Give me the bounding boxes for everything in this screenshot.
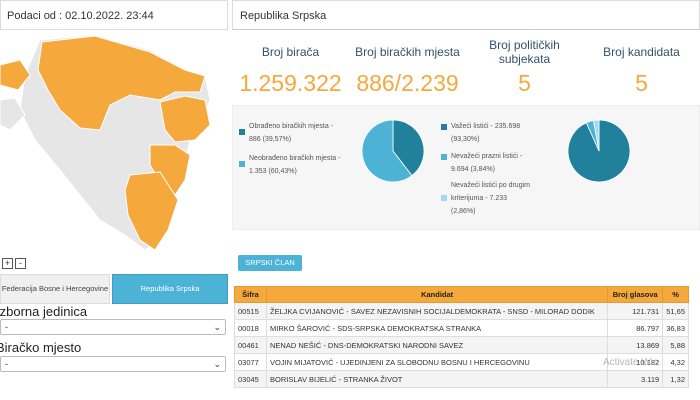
stat-political-subjects: Broj političkih subjekata 5 [466,36,583,97]
legend-unprocessed-line1: Neobrađeno biračkih mjesta - [249,155,341,162]
legend-processed: Obrađeno biračkih mjesta - 886 (39,57%) [249,122,333,144]
stat-polling-stations-label: Broj biračkih mjesta [355,45,460,59]
srpski-clan-button[interactable]: SRPSKI ČLAN [238,255,302,271]
region-header: Republika Srpska [232,0,700,30]
entity-tabs: Federacija Bosne i Hercegovine Republika… [0,274,228,304]
table-header-row: Šifra Kandidat Broj glasova % [234,286,689,303]
rs-region-north[interactable] [37,35,206,131]
rs-region-east-2[interactable] [149,144,191,196]
biracko-mjesto-label: Biračko mjesto [0,340,82,355]
cell-sifra: 03077 [234,353,267,371]
biracko-mjesto-select[interactable]: - ⌄ [0,356,226,372]
stat-polling-stations-value: 886/2.239 [356,70,459,96]
stats-row: Broj birača 1.259.322 Broj biračkih mjes… [232,32,700,100]
ballots-pie [567,119,631,183]
cell-broj-glasova: 13.869 [607,336,664,354]
legend-empty-invalid-line2: 9.694 (3,84%) [451,166,495,173]
cell-kandidat: BORISLAV BIJELIĆ - STRANKA ŽIVOT [265,370,609,388]
table-body: 00515 ŽELJKA CVIJANOVIĆ - SAVEZ NEZAVISNI… [234,302,689,388]
rs-region-south[interactable] [124,171,179,251]
activate-windows-watermark: Activate Win [603,357,659,368]
izborna-jedinica-label: Izborna jedinica [0,304,88,319]
stat-political-subjects-value: 5 [518,70,531,96]
stat-voters: Broj birača 1.259.322 [232,36,349,97]
legend-valid-swatch [441,124,447,130]
legend-other-invalid: Nevažeći listići po drugim kriterijuma -… [451,181,530,216]
tab-republika-srpska[interactable]: Republika Srpska [112,274,228,304]
stat-voters-value: 1.259.322 [239,70,342,96]
chevron-down-icon: ⌄ [213,322,221,332]
table-row[interactable]: 00461 NENAD NEŠIĆ - DNS-DEMOKRATSKI NAROD… [234,336,689,354]
rs-region-west[interactable] [0,59,31,91]
cell-sifra: 00515 [234,302,267,320]
stat-political-subjects-label: Broj političkih subjekata [489,38,560,66]
cell-sifra: 03045 [234,370,267,388]
legend-other-invalid-line2: kriterijuma - 7.233 [451,195,508,202]
pie-slice-other-invalid[interactable] [592,119,600,152]
cell-sifra: 00461 [234,336,267,354]
legend-unprocessed-line2: 1.353 (60,43%) [249,168,297,175]
stat-candidates-value: 5 [635,70,648,96]
map-svg[interactable] [0,30,228,270]
cell-percent: 51,65 [662,302,689,320]
legend-other-invalid-line1: Nevažeći listići po drugim [451,182,530,189]
biracko-mjesto-value: - [5,359,8,369]
header-sifra[interactable]: Šifra [234,286,267,303]
zoom-out-button[interactable]: - [15,258,26,269]
izborna-jedinica-select[interactable]: - ⌄ [0,319,226,335]
tab-federacija[interactable]: Federacija Bosne i Hercegovine [0,274,110,304]
header-kandidat[interactable]: Kandidat [265,286,609,303]
pie-slice-unprocessed[interactable] [361,119,413,183]
legend-empty-invalid-swatch [441,154,447,160]
chevron-down-icon: ⌄ [213,359,221,369]
table-row[interactable]: 03045 BORISLAV BIJELIĆ - STRANKA ŽIVOT 3.1… [234,370,689,388]
cell-percent: 4,32 [662,353,689,371]
cell-broj-glasova: 86.797 [607,319,664,337]
candidates-table: Šifra Kandidat Broj glasova % 00515 ŽELJK… [234,286,689,388]
legend-unprocessed-swatch [239,161,245,167]
charts-area: Obrađeno biračkih mjesta - 886 (39,57%) … [232,105,700,230]
stat-candidates: Broj kandidata 5 [583,36,700,97]
pie-slice-valid[interactable] [567,119,631,183]
polling-stations-pie [361,119,425,183]
cell-kandidat: NENAD NEŠIĆ - DNS-DEMOKRATSKI NARODNI SA… [265,336,609,354]
legend-valid-line2: (93,30%) [451,136,480,143]
map[interactable]: + - [0,30,228,270]
stat-voters-label: Broj birača [261,45,320,59]
cell-kandidat: MIRKO ŠAROVIĆ - SDS-SRPSKA DEMOKRATSKA S… [265,319,609,337]
legend-empty-invalid: Nevažeći prazni listići - 9.694 (3,84%) [451,152,522,174]
stat-polling-stations: Broj biračkih mjesta 886/2.239 [349,36,466,97]
legend-valid: Važeći listići - 235.698 (93,30%) [451,122,520,144]
cell-percent: 36,83 [662,319,689,337]
pie-slice-processed[interactable] [392,119,425,177]
date-header-text: Podaci od : 02.10.2022. 23:44 [7,10,154,22]
cell-percent: 1,32 [662,370,689,388]
cell-sifra: 00018 [234,319,267,337]
legend-processed-line1: Obrađeno biračkih mjesta - [249,123,334,130]
legend-empty-invalid-line1: Nevažeći prazni listići - [451,153,523,160]
cell-kandidat: ŽELJKA CVIJANOVIĆ - SAVEZ NEZAVISNIH SOC… [265,302,609,320]
region-header-text: Republika Srpska [240,10,327,22]
legend-valid-line1: Važeći listići - 235.698 [451,123,521,130]
table-row[interactable]: 00018 MIRKO ŠAROVIĆ - SDS-SRPSKA DEMOKRAT… [234,319,689,337]
legend-processed-line2: 886 (39,57%) [249,136,292,143]
rs-region-east[interactable] [159,95,211,143]
stat-candidates-label: Broj kandidata [603,45,680,59]
izborna-jedinica-value: - [5,322,8,332]
legend-unprocessed: Neobrađeno biračkih mjesta - 1.353 (60,4… [249,154,340,176]
cell-kandidat: VOJIN MIJATOVIĆ - UJEDINJENI ZA SLOBODNU… [265,353,609,371]
cell-broj-glasova: 121.731 [607,302,664,320]
date-header: Podaci od : 02.10.2022. 23:44 [0,0,228,30]
federation-region-west[interactable] [0,97,26,131]
header-percent[interactable]: % [662,286,689,303]
legend-processed-swatch [239,129,245,135]
cell-percent: 5,88 [662,336,689,354]
table-row[interactable]: 00515 ŽELJKA CVIJANOVIĆ - SAVEZ NEZAVISNI… [234,302,689,320]
zoom-in-button[interactable]: + [2,258,13,269]
legend-other-invalid-line3: (2,86%) [451,208,476,215]
legend-other-invalid-swatch [441,195,447,201]
cell-broj-glasova: 3.119 [607,370,664,388]
header-broj-glasova[interactable]: Broj glasova [607,286,664,303]
